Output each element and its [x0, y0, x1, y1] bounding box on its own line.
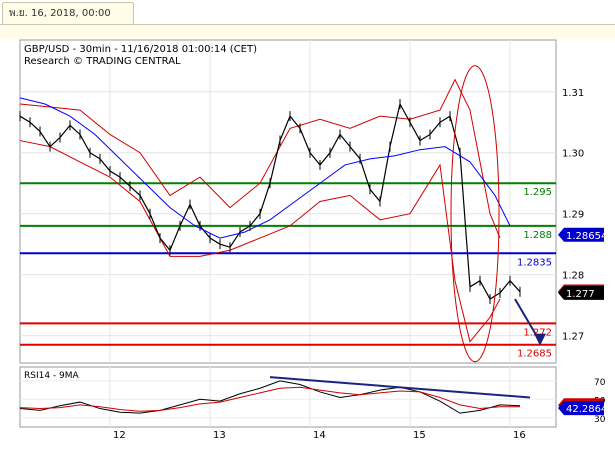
rsi-panel — [19, 366, 557, 428]
chart-title: GBP/USD - 30min - 11/16/2018 01:00:14 (C… — [24, 44, 257, 55]
x-tick-label: 16 — [513, 430, 526, 441]
x-tick-label: 14 — [313, 430, 326, 441]
grid-lines — [20, 40, 556, 427]
series-band_upper — [19, 78, 501, 239]
rsi-badge-42.2864: 42.2864 — [566, 404, 607, 415]
level-label-1.288: 1.288 — [523, 230, 552, 241]
price-series — [19, 98, 521, 305]
level-label-1.295: 1.295 — [523, 187, 552, 198]
badge-1.28654: 1.28654 — [566, 231, 607, 242]
rsi-trendline — [269, 376, 531, 399]
series-rsi — [19, 380, 521, 414]
date-tab[interactable]: พ.ย. 16, 2018, 00:00 — [2, 2, 134, 24]
badge-1.28654-bg — [558, 227, 604, 242]
level-label-1.272: 1.272 — [523, 327, 552, 338]
y-tick-label: 1.29 — [562, 210, 584, 221]
projection-arrow-head — [534, 333, 546, 346]
badge-1.277-bg — [558, 285, 604, 300]
y-tick-label: 1.31 — [562, 88, 584, 99]
series-moving-average — [19, 97, 511, 239]
rsi-badge-42.2864-bg — [558, 401, 604, 416]
series-rsi_ma — [19, 386, 520, 412]
tab-bar — [0, 24, 615, 39]
x-tick-label: 13 — [213, 430, 226, 441]
series-band_lower — [19, 140, 501, 343]
y-tick-label: 1.27 — [562, 332, 584, 343]
moving-average-series — [19, 97, 511, 239]
chart-subtitle: Research © TRADING CENTRAL — [24, 56, 181, 67]
y-tick-label: 1.28 — [562, 271, 584, 282]
y-tick-label: 1.30 — [562, 149, 584, 160]
badge-1.277: 1.277 — [566, 289, 595, 300]
x-tick-label: 12 — [113, 430, 126, 441]
rsi-title: RSI14 - 9MA — [24, 371, 80, 381]
annotations — [450, 65, 546, 363]
level-label-1.2835: 1.2835 — [517, 257, 552, 268]
highlight-ellipse — [450, 65, 500, 363]
rsi-series — [19, 376, 531, 414]
price-panel — [19, 39, 557, 364]
bollinger-bands — [19, 78, 501, 343]
rsi-y-tick-label: 70 — [594, 378, 606, 388]
level-lines: 1.295 1.288 1.2835 1.272 1.2685 — [20, 182, 556, 360]
date-tab-label: พ.ย. 16, 2018, 00:00 — [9, 8, 111, 19]
rsi-y-tick-label: 30 — [594, 415, 606, 425]
level-label-1.2685: 1.2685 — [517, 349, 552, 360]
x-tick-label: 15 — [413, 430, 426, 441]
